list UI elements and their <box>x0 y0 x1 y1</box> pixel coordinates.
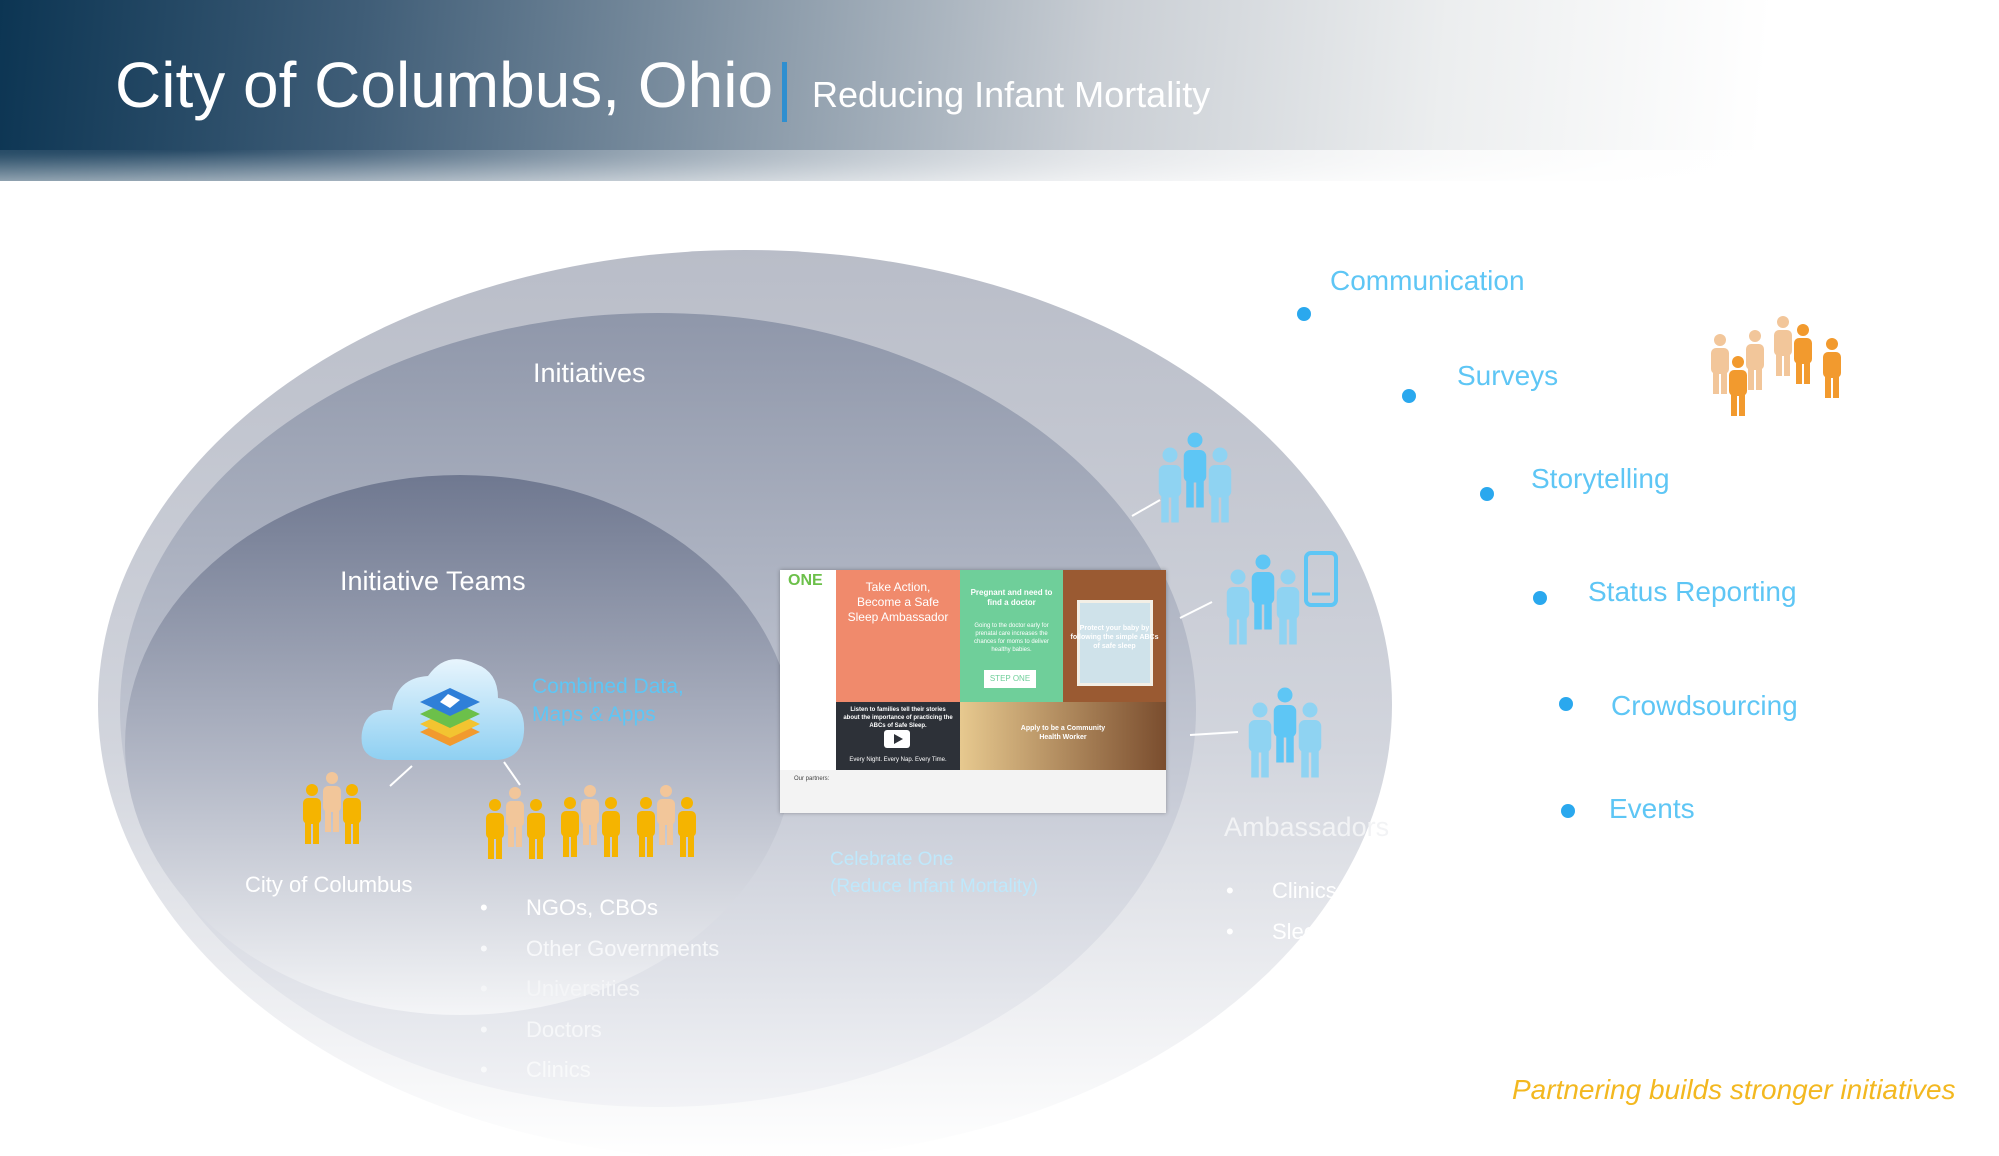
partners-list: • NGOs, CBOs • Other Governments • Universi… <box>480 888 719 1091</box>
website-caption: Celebrate One (Reduce Infant Mortality) <box>830 846 1038 900</box>
tile-video-text: Listen to families tell their stories ab… <box>843 707 953 729</box>
connector-line <box>1131 499 1161 517</box>
combined-data-line2: Maps & Apps <box>532 703 656 726</box>
partners-people-icon <box>486 785 696 859</box>
celebrate-one-website-thumbnail: ONE Take Action, Become a Safe Sleep Amb… <box>780 570 1166 813</box>
website-tile-health-worker: Apply to be a Community Health Worker <box>960 702 1166 770</box>
activity-storytelling: Storytelling <box>1531 463 1670 494</box>
activity-bullet-dot <box>1402 389 1416 403</box>
ambassadors-people-icon-1 <box>1158 432 1232 523</box>
activity-bullet-dot <box>1480 487 1494 501</box>
partner-item: • Universities <box>480 976 640 1001</box>
tile-doctor-title: Pregnant and need to find a doctor <box>970 588 1053 607</box>
page-subtitle: Reducing Infant Mortality <box>812 74 1211 115</box>
ambassadors-label: Ambassadors <box>1224 812 1390 842</box>
crib-shape <box>1077 600 1153 686</box>
activity-bullet-dot <box>1297 307 1311 321</box>
partner-item: • NGOs, CBOs <box>480 895 659 920</box>
activity-status-reporting: Status Reporting <box>1588 576 1797 607</box>
partner-item: • Doctors <box>480 1016 602 1042</box>
partner-item: • Clinics <box>480 1057 591 1082</box>
play-button-icon <box>884 730 910 748</box>
activity-crowdsourcing: Crowdsourcing <box>1611 690 1798 721</box>
initiatives-label: Initiatives <box>533 358 646 388</box>
activity-communication: Communication <box>1330 265 1525 296</box>
ambassadors-item: • Clinics <box>1226 878 1337 903</box>
tile-doctor-logo: STEP ONE <box>984 670 1036 688</box>
website-logo: ONE <box>788 572 823 589</box>
activity-bullet-dot <box>1561 804 1575 818</box>
activity-surveys: Surveys <box>1457 360 1559 391</box>
activity-events: Events <box>1609 793 1695 824</box>
activity-bullet-dot <box>1533 591 1547 605</box>
connector-line <box>503 761 521 786</box>
ambassadors-people-icon-2 <box>1226 554 1300 645</box>
city-of-columbus-label: City of Columbus <box>245 872 413 897</box>
website-caption-line1: Celebrate One <box>830 849 954 870</box>
activity-bullet-dot <box>1559 697 1573 711</box>
crowd-people-icon <box>1711 316 1841 416</box>
tile-health-worker-text: Apply to be a Community Health Worker <box>1020 725 1106 741</box>
website-tile-video: Listen to families tell their stories ab… <box>836 702 960 770</box>
website-tile-crib: Protect your baby by following the simpl… <box>1063 570 1166 702</box>
website-footer: Our partners: <box>780 770 1166 813</box>
connector-line <box>1221 373 1237 387</box>
page-title: City of Columbus, Ohio <box>115 49 774 121</box>
ambassadors-list: • Clinics • Sleep Am <box>1226 870 1366 952</box>
ambassadors-item: • Sleep Am <box>1226 919 1367 944</box>
tile-crib-text: Protect your baby by following the simpl… <box>1070 625 1159 650</box>
website-sidebar: ONE <box>780 570 836 770</box>
initiative-teams-label: Initiative Teams <box>340 566 526 596</box>
connector-line <box>389 765 413 787</box>
website-caption-line2: (Reduce Infant Mortality) <box>830 876 1039 897</box>
website-partners-label: Our partners: <box>794 776 830 782</box>
title-divider <box>782 62 787 122</box>
phone-icon <box>1304 551 1338 607</box>
combined-data-label: Combined Data, Maps & Apps <box>532 673 684 729</box>
tile-safe-sleep-text: Take Action, Become a Safe Sleep Ambassa… <box>847 580 949 624</box>
connector-line <box>1179 601 1213 619</box>
ambassadors-people-icon-3 <box>1248 687 1322 778</box>
website-tile-safe-sleep: Take Action, Become a Safe Sleep Ambassa… <box>836 570 960 702</box>
tile-doctor-body: Going to the doctor early for prenatal c… <box>973 623 1050 653</box>
connector-line <box>1189 731 1239 736</box>
website-tile-doctor: Pregnant and need to find a doctor Going… <box>960 570 1063 702</box>
header-fade <box>0 150 1999 210</box>
combined-data-line1: Combined Data, <box>532 675 684 698</box>
tile-video-footer: Every Night. Every Nap. Every Time. <box>849 757 947 763</box>
cloud-data-icon <box>361 659 525 760</box>
partner-item: • Other Governments <box>480 935 720 961</box>
city-people-icon <box>303 772 361 844</box>
tagline: Partnering builds stronger initiatives <box>1512 1074 1956 1105</box>
